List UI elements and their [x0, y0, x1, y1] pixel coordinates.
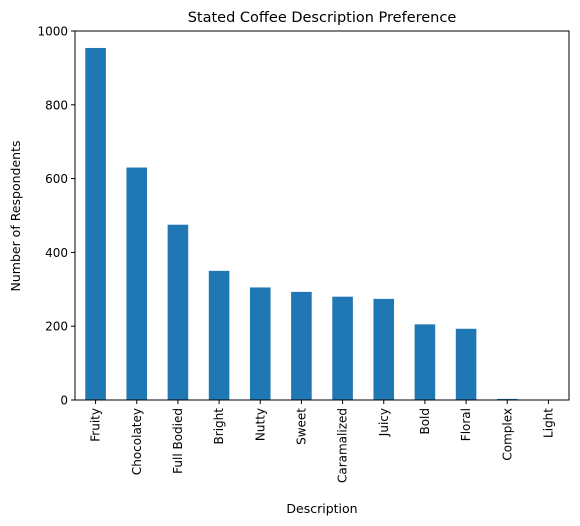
x-tick-label: Bright [212, 408, 226, 445]
y-tick-label: 800 [45, 98, 68, 112]
y-tick-label: 1000 [37, 25, 68, 39]
bar-nutty [249, 287, 271, 400]
y-tick-label: 600 [45, 172, 68, 186]
plot-area-frame [74, 30, 570, 401]
bars-group [85, 47, 559, 400]
x-tick-label: Caramalized [336, 408, 350, 483]
x-tick-label: Complex [500, 408, 514, 461]
y-axis-ticks: 0 200 400 600 800 1000 [37, 25, 75, 408]
bar-sweet [291, 291, 312, 400]
y-tick-label: 200 [45, 320, 68, 334]
y-axis-label: Number of Respondents [8, 140, 23, 291]
y-tick-label: 400 [45, 246, 68, 260]
x-tick-label: Light [541, 408, 555, 438]
x-tick-label: Chocolatey [130, 408, 144, 475]
x-tick-label: Fruity [89, 408, 103, 442]
bar-caramalized [332, 296, 353, 400]
x-tick-label: Sweet [294, 408, 308, 445]
bar-full-bodied [167, 224, 189, 400]
bar-chocolatey [126, 167, 148, 400]
bar-juicy [373, 298, 395, 400]
x-tick-label: Full Bodied [171, 408, 185, 474]
x-tick-label: Nutty [253, 408, 267, 441]
x-axis-ticks: Fruity Chocolatey Full Bodied Bright Nutty Sw… [89, 400, 555, 483]
y-tick-label: 0 [60, 394, 68, 408]
x-tick-label: Floral [459, 408, 473, 441]
bar-bold [414, 324, 436, 400]
bar-bright [208, 270, 230, 400]
bar-fruity [85, 47, 106, 400]
x-tick-label: Bold [418, 408, 432, 435]
chart-title: Stated Coffee Description Preference [188, 10, 457, 26]
x-tick-label: Juicy [377, 408, 391, 437]
bar-floral [455, 328, 477, 400]
x-axis-label: Description [286, 501, 357, 516]
bar-complex [496, 398, 518, 400]
